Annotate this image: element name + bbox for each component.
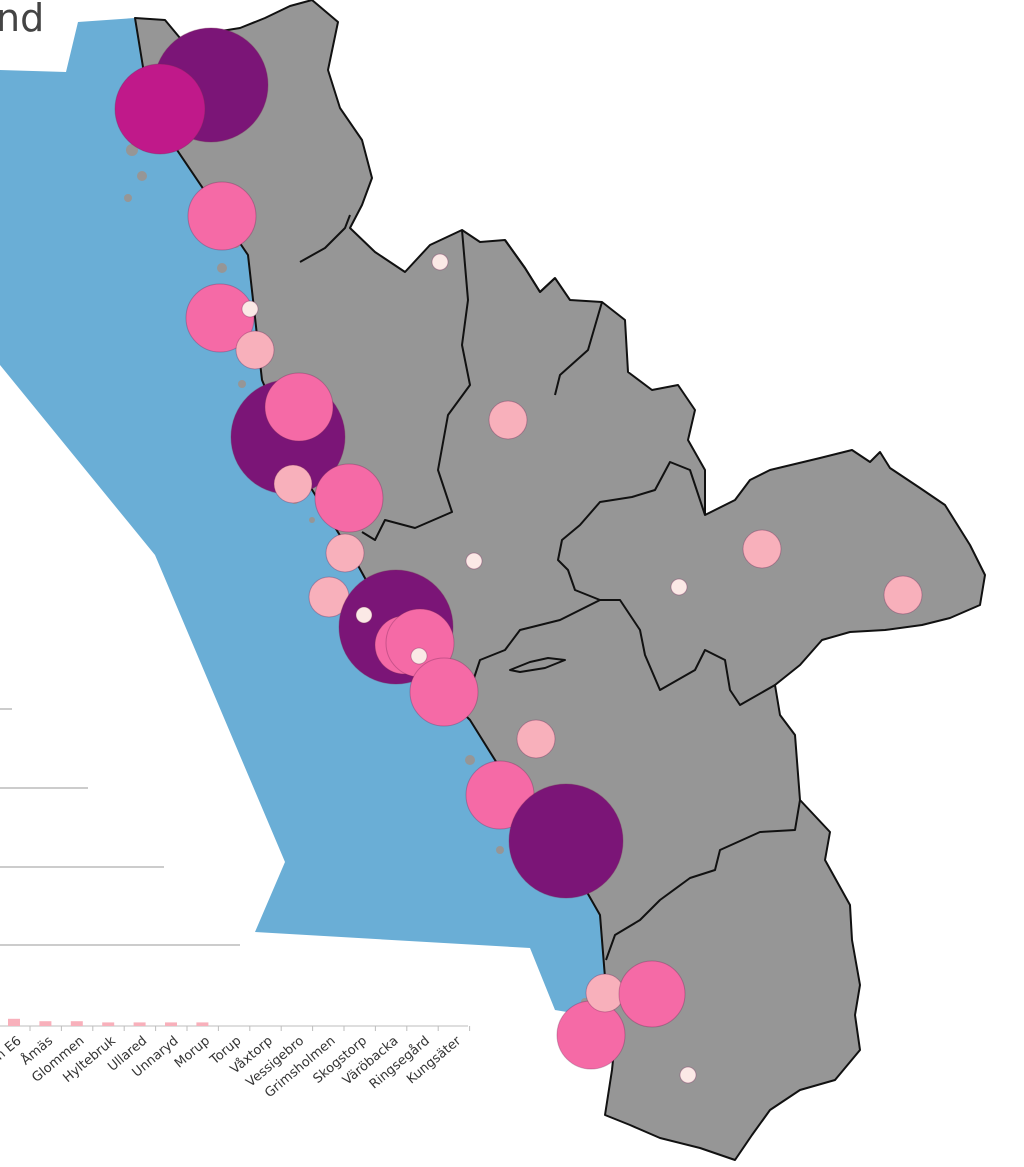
map-marker-light-pink[interactable] — [488, 400, 528, 440]
map-marker-light-pink[interactable] — [516, 719, 556, 759]
map-marker-dark-purple[interactable] — [508, 783, 624, 899]
map-marker-pale[interactable] — [670, 578, 688, 596]
map-marker-pale[interactable] — [679, 1066, 697, 1084]
map-marker-pink[interactable] — [187, 181, 257, 251]
chart-x-tick-label: Morup — [172, 1034, 213, 1072]
chart-bar — [8, 1018, 20, 1026]
map-title-fragment: nd — [0, 0, 45, 40]
sea-area — [0, 18, 606, 1015]
map-marker-pink[interactable] — [264, 372, 334, 442]
map-marker-light-pink[interactable] — [325, 533, 365, 573]
map-marker-light-pink[interactable] — [585, 973, 625, 1013]
chart-bar — [133, 1022, 146, 1026]
map-marker-light-pink[interactable] — [235, 330, 275, 370]
map-marker-pale[interactable] — [431, 253, 449, 271]
map-marker-pale[interactable] — [410, 647, 428, 665]
chart-bar — [39, 1021, 52, 1026]
map-marker-pink[interactable] — [556, 1000, 626, 1070]
map-marker-pale[interactable] — [241, 300, 259, 318]
map-marker-pink[interactable] — [618, 960, 686, 1028]
map-marker-pale[interactable] — [465, 552, 483, 570]
map-marker-light-pink[interactable] — [883, 575, 923, 615]
chart-bar — [70, 1021, 83, 1026]
map-marker-pale[interactable] — [355, 606, 373, 624]
municipal-borders — [299, 214, 801, 961]
map-marker-pink[interactable] — [314, 463, 384, 533]
map-marker-light-pink[interactable] — [273, 464, 313, 504]
map-marker-light-pink[interactable] — [742, 529, 782, 569]
map-marker-pink[interactable] — [185, 283, 255, 353]
map-marker-magenta[interactable] — [114, 63, 206, 155]
chart-bar — [196, 1022, 209, 1026]
land-region — [134, 0, 986, 1161]
map-marker-pink[interactable] — [409, 657, 479, 727]
chart-bar — [165, 1022, 177, 1026]
chart-bar — [102, 1022, 115, 1026]
